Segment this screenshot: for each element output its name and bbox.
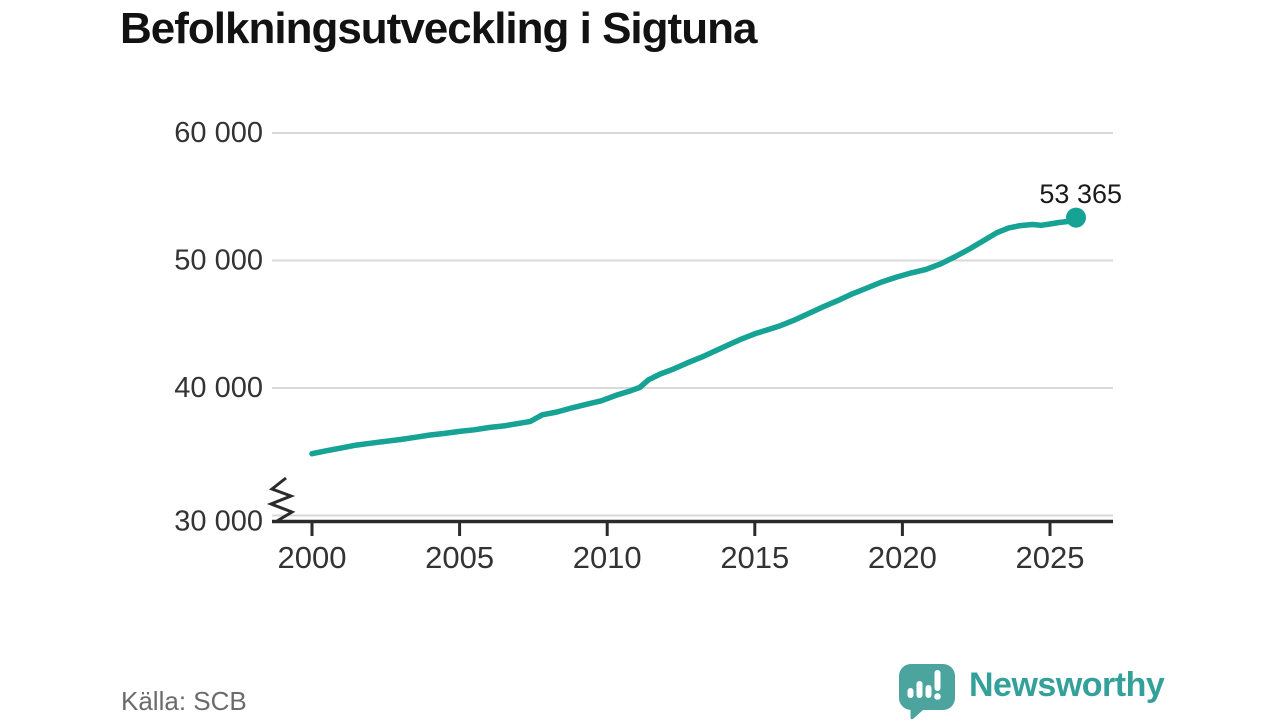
x-tick-label: 2025 [1016,540,1085,575]
newsworthy-logo: Newsworthy [897,662,1165,720]
x-tick-label: 2000 [278,540,347,575]
newsworthy-chart-bubble-icon [899,664,955,720]
y-tick-label: 60 000 [174,117,263,149]
x-tick-label: 2005 [425,540,494,575]
axis-break-icon [266,476,296,523]
population-data-line [309,214,1079,457]
bar-chart-exclamation-glyph [907,670,941,700]
x-tick-label: 2015 [720,540,789,575]
y-tick-label: 50 000 [174,245,263,277]
end-point-dot [1066,207,1086,228]
x-tick-label: 2020 [868,540,937,575]
y-tick-label: 40 000 [174,372,263,404]
x-tick-label: 2010 [573,540,642,575]
y-tick-label: 30 000 [174,506,263,538]
chart-title: Befolkningsutveckling i Sigtuna [120,4,757,53]
source-label: Källa: SCB [121,686,247,716]
brand-name: Newsworthy [969,666,1165,704]
last-value-label: 53 365 [1039,179,1122,209]
